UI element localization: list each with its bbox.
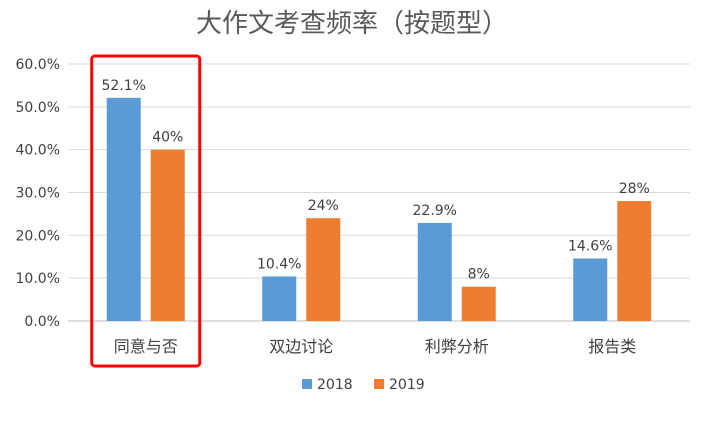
y-tick-label: 40.0% xyxy=(16,143,60,159)
highlight-rectangle xyxy=(90,54,202,368)
legend-swatch xyxy=(302,379,312,389)
data-labels: 52.1% 40% 10.4% 24% 22.9% 8% 14.6% 28% xyxy=(102,78,650,283)
data-label: 22.9% xyxy=(413,203,457,219)
legend-label: 2018 xyxy=(317,377,353,393)
data-label: 8% xyxy=(468,267,490,283)
y-tick-label: 30.0% xyxy=(16,186,60,202)
legend: 2018 2019 xyxy=(302,377,425,393)
data-label: 40% xyxy=(152,130,183,146)
x-category-label: 报告类 xyxy=(588,337,636,356)
x-category-label: 利弊分析 xyxy=(425,337,489,356)
bar-2018-3 xyxy=(573,258,608,321)
data-label: 52.1% xyxy=(102,78,146,94)
bar-2018-1 xyxy=(262,276,297,321)
y-axis-ticks: 0.0% 10.0% 20.0% 30.0% 40.0% 50.0% 60.0% xyxy=(16,57,60,330)
legend-swatch xyxy=(374,379,384,389)
x-category-label: 同意与否 xyxy=(114,337,178,356)
x-category-label: 双边讨论 xyxy=(269,337,333,356)
chart-title: 大作文考查频率（按题型） xyxy=(196,9,508,39)
bar-2019-0 xyxy=(150,149,185,321)
bar-2018-0 xyxy=(106,97,141,321)
y-tick-label: 0.0% xyxy=(24,314,60,330)
data-label: 10.4% xyxy=(257,256,301,272)
highlight-box xyxy=(90,54,202,368)
x-axis-categories: 同意与否 双边讨论 利弊分析 报告类 xyxy=(114,337,637,356)
bars xyxy=(106,97,652,321)
bar-2019-1 xyxy=(306,218,341,321)
data-label: 24% xyxy=(308,198,339,214)
y-tick-label: 60.0% xyxy=(16,57,60,73)
y-tick-label: 20.0% xyxy=(16,228,60,244)
legend-label: 2019 xyxy=(389,377,425,393)
bar-2019-3 xyxy=(617,201,652,321)
bar-2018-2 xyxy=(417,222,452,321)
bar-2019-2 xyxy=(461,286,496,321)
data-label: 14.6% xyxy=(568,238,612,254)
data-label: 28% xyxy=(619,181,650,197)
y-tick-label: 50.0% xyxy=(16,100,60,116)
y-tick-label: 10.0% xyxy=(16,271,60,287)
